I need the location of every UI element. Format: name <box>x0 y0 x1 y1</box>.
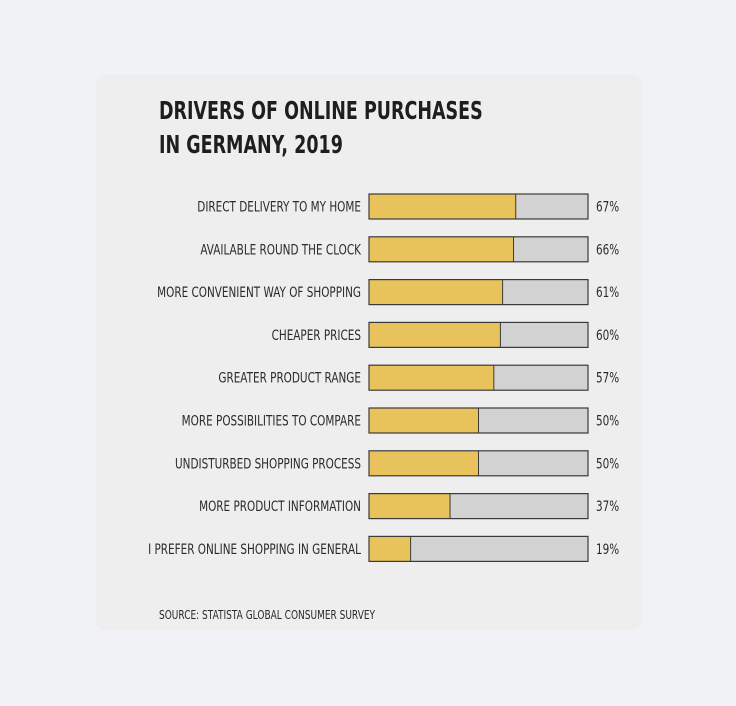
bar-border <box>368 193 589 220</box>
bar-row: MORE CONVENIENT WAY OF SHOPPING 61% <box>157 279 619 306</box>
category-label: MORE CONVENIENT WAY OF SHOPPING <box>157 283 361 300</box>
bar-row: MORE PRODUCT INFORMATION 37% <box>199 493 619 520</box>
bar-border <box>368 279 589 306</box>
value-label: 57% <box>596 369 619 386</box>
bar-border <box>368 236 589 263</box>
bar <box>369 279 503 305</box>
bar-border <box>368 407 589 434</box>
category-label: DIRECT DELIVERY TO MY HOME <box>197 198 361 215</box>
bar <box>369 493 451 519</box>
bar-row: GREATER PRODUCT RANGE 57% <box>218 364 619 391</box>
bar-border <box>368 535 589 563</box>
bar-border <box>368 364 589 391</box>
value-label: 37% <box>596 497 619 514</box>
bar-row: CHEAPER PRICES 60% <box>272 321 619 348</box>
value-label: 50% <box>596 412 619 429</box>
category-label: I PREFER ONLINE SHOPPING IN GENERAL <box>148 540 361 557</box>
chart-title: DRIVERS OF ONLINE PURCHASES IN GERMANY, … <box>159 94 483 162</box>
value-label: 50% <box>596 455 619 472</box>
value-label: 67% <box>596 198 619 215</box>
bar-row: I PREFER ONLINE SHOPPING IN GENERAL 19% <box>148 535 619 563</box>
value-label: 60% <box>596 326 619 343</box>
bar-row: MORE POSSIBILITIES TO COMPARE 50% <box>182 407 619 434</box>
category-label: MORE POSSIBILITIES TO COMPARE <box>182 412 361 429</box>
bar-row: DIRECT DELIVERY TO MY HOME 67% <box>197 193 619 220</box>
bar <box>369 322 501 348</box>
category-label: UNDISTURBED SHOPPING PROCESS <box>175 455 361 472</box>
category-label: MORE PRODUCT INFORMATION <box>199 497 361 514</box>
chart-title-line-1: DRIVERS OF ONLINE PURCHASES <box>159 96 483 125</box>
category-label: CHEAPER PRICES <box>272 326 361 343</box>
value-label: 19% <box>596 540 619 557</box>
value-label: 61% <box>596 283 619 300</box>
bar-border <box>368 321 589 348</box>
bar <box>369 194 516 219</box>
bar-row: AVAILABLE ROUND THE CLOCK 66% <box>200 236 619 263</box>
chart-title-line-2: IN GERMANY, 2019 <box>159 130 343 159</box>
category-label: GREATER PRODUCT RANGE <box>218 369 361 386</box>
bar <box>369 365 494 391</box>
bar <box>369 236 514 262</box>
bar <box>369 536 411 562</box>
bar-border <box>368 450 589 477</box>
bar-row: UNDISTURBED SHOPPING PROCESS 50% <box>175 450 619 477</box>
bar <box>369 408 479 433</box>
chart-source: SOURCE: STATISTA GLOBAL CONSUMER SURVEY <box>159 607 376 622</box>
bar <box>369 450 479 476</box>
bar-border <box>368 493 589 520</box>
value-label: 66% <box>596 241 619 258</box>
category-label: AVAILABLE ROUND THE CLOCK <box>200 241 361 258</box>
